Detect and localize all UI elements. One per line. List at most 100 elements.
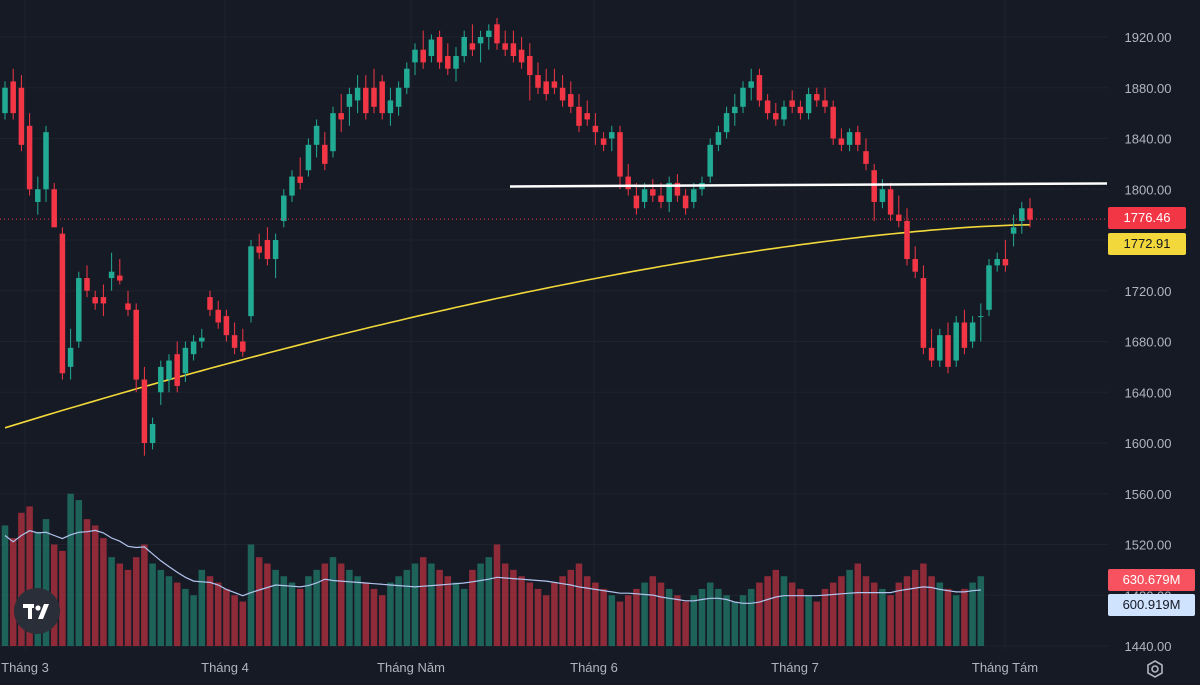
volume-bar [510, 569, 517, 646]
volume-bar [870, 582, 878, 646]
candle-body [461, 37, 467, 57]
candle [609, 125, 615, 152]
candle-body [879, 189, 886, 202]
volume-bar [18, 512, 25, 646]
volume-bar [75, 500, 83, 646]
candle [633, 182, 640, 215]
candle [420, 30, 426, 69]
candle-body [453, 56, 459, 69]
candle [59, 227, 66, 380]
volume-bar [378, 595, 386, 646]
tradingview-logo-icon[interactable] [14, 588, 60, 634]
candle-body [469, 43, 476, 50]
candle [666, 176, 672, 213]
candle [961, 309, 968, 355]
candle [240, 328, 246, 357]
candle-body [1019, 208, 1025, 221]
volume-bar [329, 557, 337, 646]
candle-body [682, 195, 689, 209]
candle-body [264, 240, 271, 260]
candle [682, 189, 689, 215]
candle [100, 284, 107, 317]
candle-body [133, 309, 139, 380]
time-tick-label: Tháng 7 [771, 660, 819, 675]
candle-body [781, 106, 787, 120]
time-tick-label: Tháng 6 [570, 660, 618, 675]
candle [469, 24, 476, 57]
candle-body [568, 94, 574, 107]
grid [0, 0, 1108, 650]
volume-bar [920, 563, 927, 646]
candle-body [379, 81, 385, 114]
candle-body [920, 278, 927, 348]
volume-bar [157, 569, 165, 646]
volume-bar [264, 563, 271, 646]
candle-body [617, 132, 623, 177]
candle-body [1010, 227, 1017, 234]
candle [117, 259, 123, 285]
candle [182, 341, 189, 383]
volume-bar [305, 576, 312, 646]
price-tick-label: 1520.00 [1125, 538, 1172, 553]
candle [764, 94, 771, 120]
candle-body [149, 423, 156, 443]
volume-bar [149, 563, 156, 646]
volume-bar [1, 525, 9, 646]
candle-body [814, 94, 820, 101]
candle [707, 138, 713, 183]
candle [338, 94, 344, 133]
volume-bar [436, 569, 443, 646]
volume-bar [124, 569, 132, 646]
volume-bar [575, 563, 583, 646]
candle [568, 81, 574, 114]
candle [830, 100, 836, 145]
volume-bar [247, 544, 255, 646]
volume-bar [190, 595, 197, 646]
volume-bar [173, 582, 181, 646]
candle [313, 119, 320, 158]
volume-bar [559, 576, 566, 646]
volume-bar [911, 569, 919, 646]
volume-bar [141, 544, 148, 646]
volume-bar [608, 595, 616, 646]
volume-bar [116, 563, 124, 646]
candle [732, 94, 738, 126]
volume-bar [961, 588, 968, 646]
candle [453, 47, 459, 82]
candle [887, 182, 894, 221]
volume-bar [731, 601, 739, 646]
candle [797, 100, 804, 120]
candle-body [764, 100, 771, 114]
candle [461, 30, 467, 63]
volume-bar [100, 538, 107, 646]
volume-bar [780, 576, 788, 646]
volume-bar [296, 588, 304, 646]
candle [289, 170, 295, 202]
candle-body [35, 189, 41, 202]
candle-body [371, 87, 377, 107]
candle [863, 138, 869, 171]
candle-body [117, 275, 123, 281]
candle [814, 87, 820, 107]
volume-bar [665, 588, 673, 646]
candle-body [838, 138, 845, 145]
candle [486, 24, 492, 50]
volume-bar [534, 588, 542, 646]
price-tick-label: 1640.00 [1125, 385, 1172, 400]
candle [26, 113, 33, 196]
candle [84, 265, 90, 298]
candle-body [650, 189, 656, 196]
candle [379, 75, 385, 120]
candle [108, 252, 115, 291]
volume-bar [715, 588, 722, 646]
candle-body [428, 39, 435, 57]
time-tick-label: Tháng 3 [1, 660, 49, 675]
candle [43, 125, 49, 202]
volume-bar [223, 588, 230, 646]
candle-body [871, 170, 877, 202]
volume-bar [452, 582, 460, 646]
settings-gear-icon[interactable] [1145, 660, 1165, 680]
candle [1002, 240, 1009, 272]
